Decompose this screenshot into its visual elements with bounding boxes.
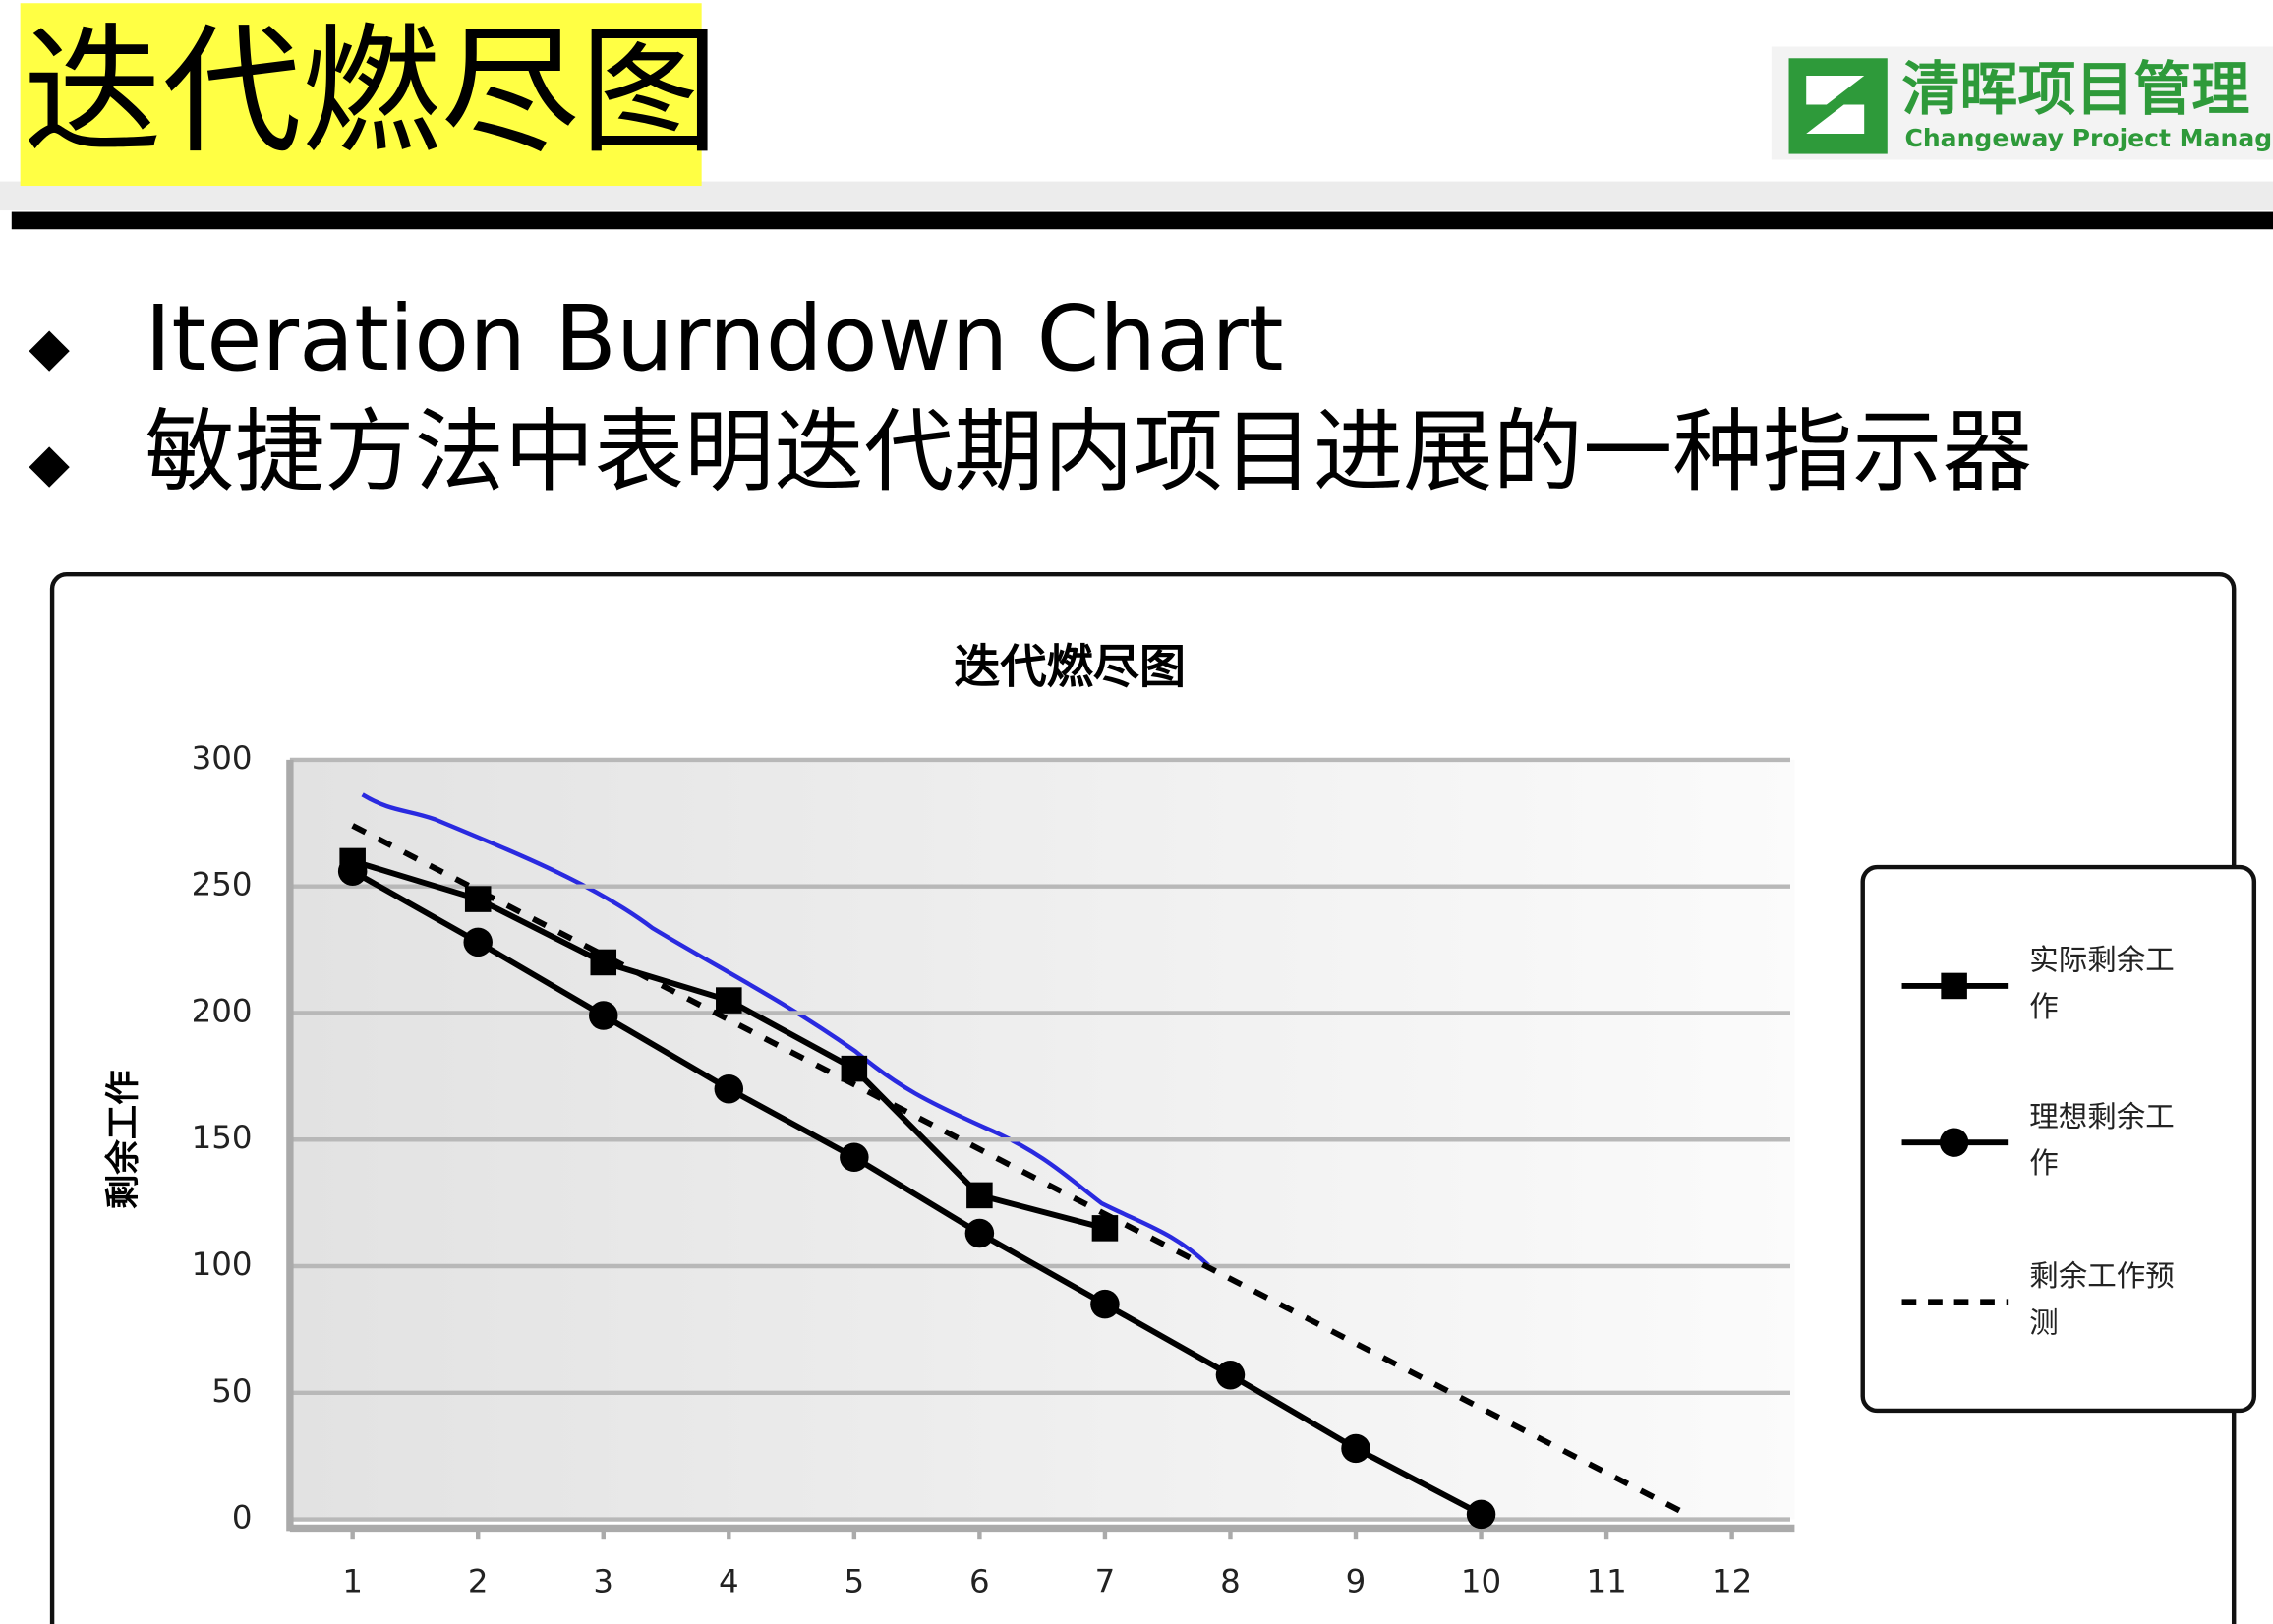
legend-box — [1860, 864, 2257, 1414]
x-tick-label: 8 — [1220, 1562, 1241, 1599]
bullet-text: 敏捷方法中表明迭代期内项目进展的一种指示器 — [145, 399, 2032, 504]
point — [1215, 1361, 1246, 1390]
point — [589, 1001, 618, 1030]
header-rule — [11, 211, 2273, 230]
y-axis-label: 剩余工作 — [103, 1070, 144, 1209]
x-tick-label: 12 — [1712, 1562, 1752, 1599]
legend-label: 剩余工作预测 — [2029, 1258, 2175, 1340]
legend-item: 剩余工作预测 — [2029, 1258, 2175, 1340]
header-band — [0, 181, 2273, 211]
point — [463, 927, 493, 957]
legend-label: 实际剩余工作 — [2029, 942, 2175, 1024]
x-tick-label: 3 — [593, 1562, 613, 1599]
legend-item: 理想剩余工作 — [2029, 1098, 2175, 1181]
point — [464, 886, 492, 912]
slide-title: 迭代燃尽图 — [24, 12, 720, 173]
x-tick-label: 1 — [342, 1562, 363, 1599]
legend-item: 实际剩余工作 — [2029, 942, 2175, 1024]
x-tick-label: 6 — [969, 1562, 990, 1599]
hand-annotation — [361, 792, 1212, 1269]
logo-cn: 清晖项目管理 — [1902, 55, 2250, 123]
y-tick-label: 300 — [192, 739, 253, 777]
x-tick-label: 5 — [845, 1562, 865, 1599]
bullet-text: Iteration Burndown Chart — [145, 286, 1283, 391]
point — [1091, 1215, 1119, 1242]
point — [1466, 1499, 1496, 1530]
point — [716, 987, 742, 1014]
bullet-icon — [29, 446, 70, 488]
point — [714, 1073, 744, 1104]
y-tick-label: 100 — [192, 1246, 253, 1283]
point — [840, 1142, 869, 1173]
legend-marker — [1941, 972, 1967, 1000]
point — [1341, 1433, 1370, 1464]
x-tick-label: 4 — [719, 1562, 739, 1599]
x-tick-label: 9 — [1346, 1562, 1367, 1599]
title-highlight — [20, 3, 702, 187]
point — [337, 856, 368, 886]
legend-marker — [1939, 1128, 1969, 1157]
y-tick-label: 200 — [192, 992, 253, 1029]
series-line — [351, 868, 1483, 1518]
logo-en: Changeway Project Management — [1904, 124, 2273, 152]
x-tick-label: 7 — [1095, 1562, 1116, 1599]
logo-icon — [1788, 58, 1888, 154]
bullet-icon — [29, 330, 70, 372]
x-tick-label: 2 — [468, 1562, 489, 1599]
y-tick-label: 50 — [211, 1372, 252, 1410]
chart-title: 迭代燃尽图 — [954, 641, 1186, 695]
point — [964, 1218, 995, 1248]
y-tick-label: 0 — [232, 1499, 253, 1537]
point — [966, 1182, 993, 1209]
legend-label: 理想剩余工作 — [2029, 1098, 2175, 1181]
y-tick-label: 150 — [192, 1119, 253, 1156]
point — [1090, 1289, 1120, 1319]
x-tick-label: 10 — [1461, 1562, 1501, 1599]
y-tick-label: 250 — [192, 866, 253, 903]
x-tick-label: 11 — [1586, 1562, 1626, 1599]
logo-mark — [1806, 75, 1865, 134]
